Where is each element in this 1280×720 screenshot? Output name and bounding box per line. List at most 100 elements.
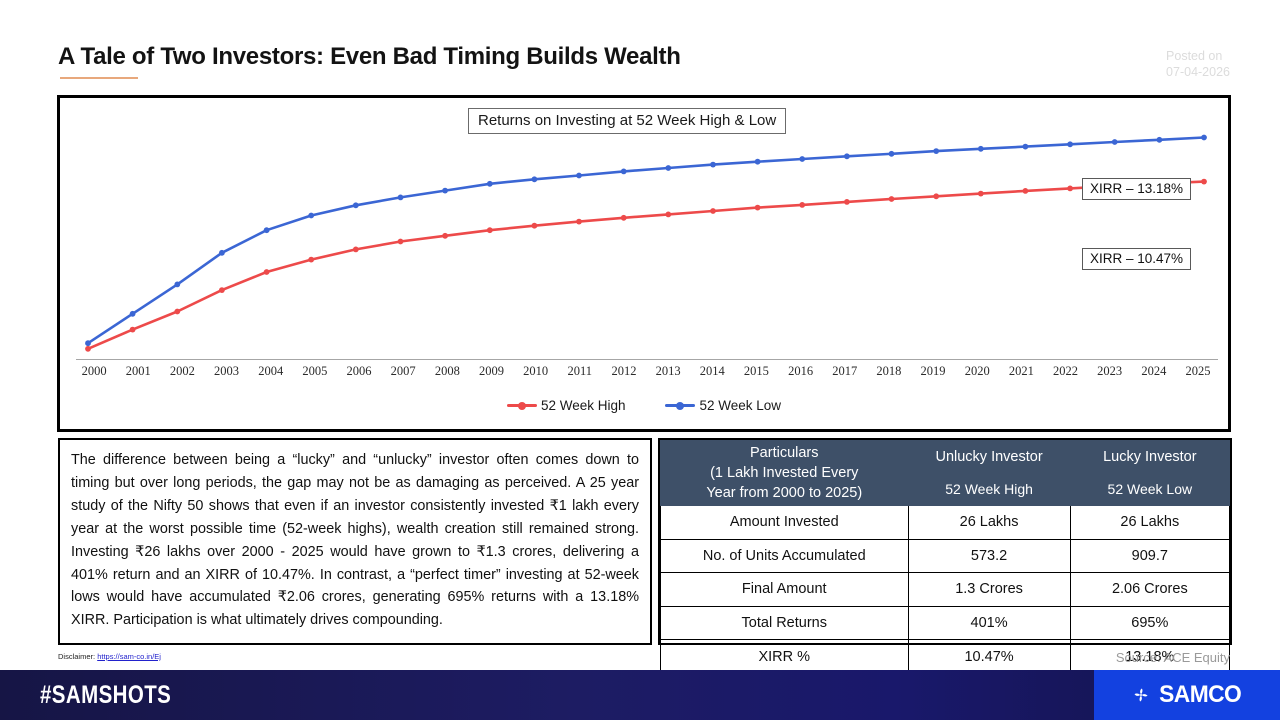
x-axis-tick-labels: 2000 2001 2002 2003 2004 2005 2006 2007 2008 2009… bbox=[72, 364, 1220, 386]
chart-plot-area bbox=[72, 130, 1220, 362]
x-tick-2025: 2025 bbox=[1185, 364, 1211, 378]
disclaimer-label: Disclaimer: bbox=[58, 652, 96, 661]
data-point bbox=[308, 256, 315, 263]
x-tick-2005: 2005 bbox=[302, 364, 328, 378]
table-row: No. of Units Accumulated 573.2 909.7 bbox=[660, 538, 1231, 574]
data-point bbox=[1201, 134, 1207, 141]
data-point bbox=[933, 193, 940, 200]
data-point bbox=[754, 158, 761, 165]
data-point bbox=[710, 161, 716, 168]
legend-swatch-low bbox=[665, 400, 696, 411]
data-point bbox=[263, 269, 270, 275]
cell-unlucky: 573.2 bbox=[907, 538, 1071, 574]
x-tick-2021: 2021 bbox=[1008, 364, 1034, 378]
x-tick-2010: 2010 bbox=[523, 364, 549, 378]
subheader-52-week-high: 52 Week High bbox=[907, 472, 1071, 506]
x-tick-2003: 2003 bbox=[214, 364, 240, 378]
x-tick-2013: 2013 bbox=[655, 364, 681, 378]
data-point bbox=[710, 208, 716, 214]
data-point bbox=[219, 249, 225, 256]
data-point bbox=[397, 194, 404, 201]
x-tick-2011: 2011 bbox=[567, 364, 593, 378]
cell-unlucky: 26 Lakhs bbox=[907, 505, 1071, 540]
x-tick-2002: 2002 bbox=[169, 364, 195, 378]
data-point bbox=[799, 202, 806, 208]
data-point bbox=[888, 150, 895, 157]
header-lucky-investor: Lucky Investor bbox=[1069, 440, 1231, 474]
samco-logo-panel[interactable]: SAMCO bbox=[1094, 670, 1280, 720]
investor-comparison-table: Particulars (1 Lakh Invested Every Year … bbox=[660, 440, 1231, 674]
data-point bbox=[1111, 139, 1118, 145]
x-tick-2017: 2017 bbox=[832, 364, 858, 378]
series-line-high bbox=[86, 180, 1206, 351]
disclaimer-link[interactable]: https://sam-co.in/Ej bbox=[97, 652, 161, 661]
posted-on-date: 07-04-2026 bbox=[1166, 65, 1230, 79]
samco-pinwheel-icon bbox=[1134, 688, 1148, 702]
table-subheader-row: 52 Week High 52 Week Low bbox=[661, 472, 1231, 506]
cell-lucky: 26 Lakhs bbox=[1069, 505, 1231, 540]
samshots-hashtag: #SAMSHOTS bbox=[40, 681, 172, 709]
data-point bbox=[486, 227, 493, 234]
data-point bbox=[129, 310, 136, 317]
cell-unlucky: 401% bbox=[907, 605, 1071, 641]
x-tick-2020: 2020 bbox=[964, 364, 990, 378]
cell-label: Final Amount bbox=[660, 572, 909, 607]
legend-item-52-week-high[interactable]: 52 Week High bbox=[506, 398, 625, 413]
data-point bbox=[129, 326, 136, 333]
table-body: Amount Invested 26 Lakhs 26 Lakhs No. of Un… bbox=[660, 505, 1231, 674]
table-header-row: Particulars (1 Lakh Invested Every Year … bbox=[660, 440, 1231, 506]
data-point bbox=[442, 187, 448, 194]
cell-label: No. of Units Accumulated bbox=[660, 538, 909, 574]
data-point bbox=[888, 196, 895, 202]
data-point bbox=[85, 345, 91, 352]
x-tick-2014: 2014 bbox=[699, 364, 725, 378]
x-tick-2004: 2004 bbox=[258, 364, 284, 378]
data-point bbox=[263, 227, 270, 234]
x-axis-line bbox=[76, 359, 1218, 360]
cell-lucky: 2.06 Crores bbox=[1069, 572, 1231, 607]
cell-label: Amount Invested bbox=[660, 505, 909, 540]
data-point bbox=[576, 218, 582, 225]
x-tick-2023: 2023 bbox=[1097, 364, 1123, 378]
x-tick-2018: 2018 bbox=[876, 364, 902, 378]
comparison-table: Particulars (1 Lakh Invested Every Year … bbox=[658, 438, 1232, 674]
particulars-line-1: Particulars bbox=[750, 445, 819, 461]
x-tick-2007: 2007 bbox=[390, 364, 416, 378]
data-point bbox=[1156, 136, 1163, 143]
x-tick-2016: 2016 bbox=[788, 364, 814, 378]
series-line-low bbox=[86, 136, 1206, 345]
x-tick-2008: 2008 bbox=[434, 364, 460, 378]
data-point bbox=[1201, 178, 1207, 185]
cell-lucky: 909.7 bbox=[1069, 538, 1231, 574]
x-tick-2006: 2006 bbox=[346, 364, 372, 378]
x-tick-2012: 2012 bbox=[611, 364, 637, 378]
samco-wordmark: SAMCO bbox=[1159, 681, 1242, 708]
callout-xirr-low: XIRR – 13.18% bbox=[1082, 178, 1192, 200]
chart-title: Returns on Investing at 52 Week High & L… bbox=[468, 108, 787, 134]
source-credit: Source: ACE Equity bbox=[1115, 650, 1230, 665]
posted-on-label: Posted on bbox=[1166, 49, 1223, 63]
cell-lucky: 13.18% bbox=[1069, 639, 1231, 674]
particulars-line-3: Year from 2000 to 2025) bbox=[706, 485, 863, 501]
data-point bbox=[1022, 143, 1029, 150]
data-point bbox=[442, 232, 448, 239]
data-point bbox=[665, 211, 672, 218]
page-title: A Tale of Two Investors: Even Bad Timing… bbox=[58, 43, 681, 70]
data-point bbox=[576, 172, 582, 179]
subheader-52-week-low: 52 Week Low bbox=[1069, 472, 1231, 506]
data-point bbox=[352, 246, 359, 253]
x-tick-2001: 2001 bbox=[125, 364, 151, 378]
data-point bbox=[620, 214, 627, 221]
line-chart-svg bbox=[85, 134, 1207, 352]
header-particulars: Particulars (1 Lakh Invested Every Year … bbox=[660, 440, 909, 506]
title-accent-rule bbox=[60, 77, 138, 79]
narrative-text: The difference between being a “lucky” a… bbox=[71, 452, 639, 629]
header-unlucky-investor: Unlucky Investor bbox=[907, 440, 1071, 474]
data-point bbox=[977, 145, 984, 152]
legend-item-52-week-low[interactable]: 52 Week Low bbox=[665, 398, 781, 413]
data-point bbox=[977, 190, 984, 197]
x-tick-2009: 2009 bbox=[478, 364, 504, 378]
x-tick-2024: 2024 bbox=[1141, 364, 1167, 378]
cell-lucky: 695% bbox=[1069, 605, 1231, 641]
data-point bbox=[844, 199, 850, 205]
